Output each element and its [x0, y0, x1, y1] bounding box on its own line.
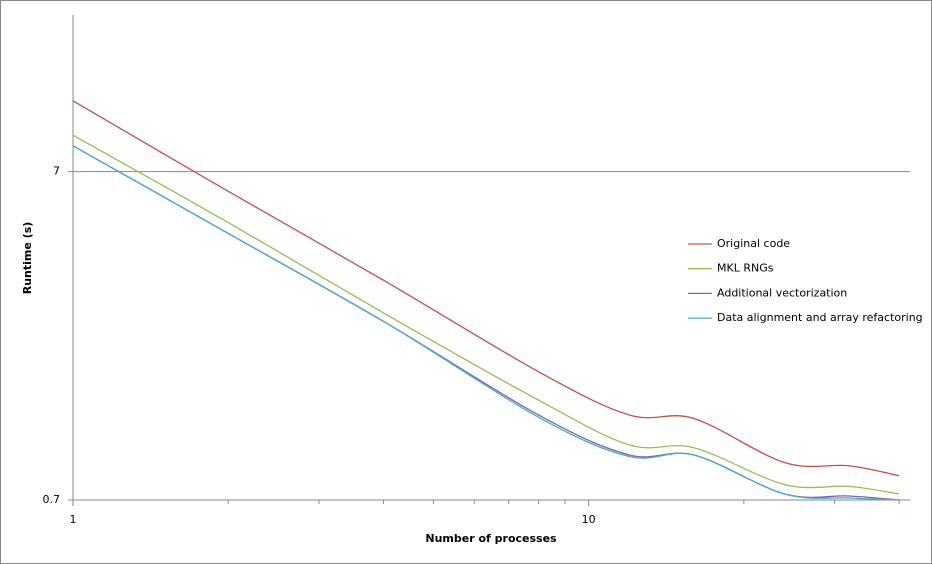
y-axis-label: Runtime (s) [21, 222, 34, 295]
y-tick-label: 7 [53, 165, 60, 178]
y-tick-label: 0.7 [43, 493, 61, 506]
x-axis-label: Number of processes [425, 532, 557, 545]
legend-label: Additional vectorization [717, 286, 847, 299]
series-line [72, 145, 900, 501]
series-line [72, 134, 900, 495]
x-tick-label: 10 [582, 513, 596, 526]
legend-label: Data alignment and array refactoring [717, 311, 923, 324]
series-line [72, 100, 900, 477]
legend-label: MKL RNGs [717, 262, 774, 275]
x-tick-label: 1 [70, 513, 77, 526]
legend-label: Original code [717, 237, 790, 250]
